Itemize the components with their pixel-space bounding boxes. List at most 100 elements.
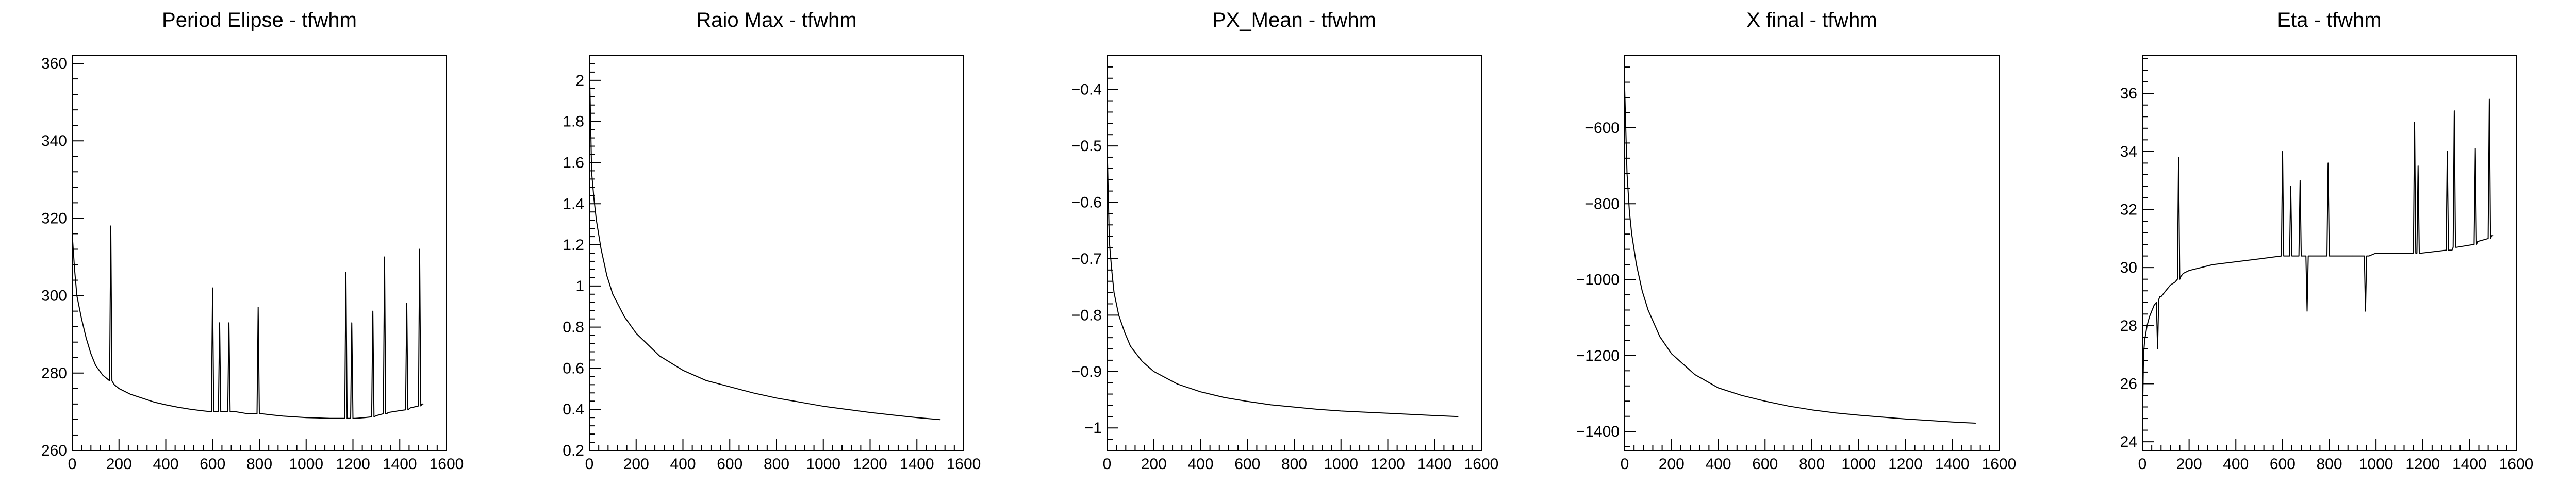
data-point xyxy=(2454,110,2455,111)
data-point xyxy=(2331,255,2332,257)
data-point xyxy=(593,199,595,201)
chart-panel-4: X final - tfwhm 0 200 400 600 800 1000 1200 1400… xyxy=(1576,9,2017,473)
data-point xyxy=(2159,296,2160,297)
data-point xyxy=(385,413,386,414)
data-point xyxy=(350,417,351,419)
data-point xyxy=(939,419,941,420)
x-tick-label: 1600 xyxy=(947,456,981,473)
data-point xyxy=(2476,244,2477,245)
data-point xyxy=(235,411,237,412)
data-point xyxy=(776,397,777,399)
data-point xyxy=(1434,415,1435,416)
data-point xyxy=(213,411,214,412)
x-tick-label: 400 xyxy=(670,456,696,473)
y-tick-label: 26 xyxy=(2120,375,2137,392)
y-tick-label: 36 xyxy=(2120,85,2137,102)
x-tick-label: 1400 xyxy=(1935,456,1970,473)
x-tick-label: 600 xyxy=(200,456,225,473)
data-point xyxy=(2158,299,2159,300)
y-tick-label: 0.8 xyxy=(563,319,584,336)
data-point xyxy=(373,416,375,417)
data-point xyxy=(364,417,365,418)
data-point xyxy=(1718,387,1719,389)
data-point xyxy=(2448,249,2449,251)
data-point xyxy=(606,275,607,276)
y-tick-label: −0.5 xyxy=(1071,138,1102,155)
data-point xyxy=(260,413,261,414)
y-tick-label: −1 xyxy=(1084,420,1102,437)
data-point xyxy=(371,416,372,417)
data-point xyxy=(2283,255,2284,257)
data-point xyxy=(2446,249,2447,251)
chart-title: PX_Mean - tfwhm xyxy=(1212,9,1376,31)
data-point xyxy=(118,388,120,389)
data-point xyxy=(112,382,114,383)
x-tick-label: 0 xyxy=(68,456,77,473)
data-point xyxy=(2489,98,2490,100)
x-tick-label: 0 xyxy=(2138,456,2147,473)
data-point xyxy=(2451,249,2453,251)
data-point xyxy=(2399,253,2400,254)
data-point xyxy=(2170,285,2171,286)
y-tick-label: 34 xyxy=(2120,143,2137,160)
data-point xyxy=(344,417,345,419)
y-tick-label: 1.6 xyxy=(563,154,584,171)
data-point xyxy=(752,392,754,394)
data-point xyxy=(351,322,353,323)
data-point xyxy=(1340,410,1342,412)
data-point xyxy=(2178,157,2179,158)
data-point xyxy=(2487,238,2489,239)
x-tick-label: 1000 xyxy=(289,456,323,473)
x-tick-label: 800 xyxy=(764,456,789,473)
data-point xyxy=(2326,255,2327,257)
data-point xyxy=(2367,255,2369,257)
data-point xyxy=(294,416,295,417)
y-tick-label: 1.4 xyxy=(563,195,584,212)
data-point xyxy=(2165,290,2167,292)
y-tick-label: 340 xyxy=(41,132,67,149)
x-tick-label: 1600 xyxy=(430,456,464,473)
y-tick-label: 24 xyxy=(2120,433,2137,450)
y-tick-label: −0.6 xyxy=(1071,194,1102,211)
x-tick-label: 800 xyxy=(2316,456,2342,473)
data-point xyxy=(2298,255,2300,257)
data-point xyxy=(130,394,131,395)
data-point xyxy=(2492,235,2494,237)
x-tick-label: 600 xyxy=(2270,456,2296,473)
y-tick-label: 1.2 xyxy=(563,237,584,254)
data-point xyxy=(2477,241,2479,242)
y-tick-label: 30 xyxy=(2120,259,2137,276)
x-tick-label: 200 xyxy=(106,456,132,473)
data-point xyxy=(2329,255,2330,257)
data-point xyxy=(2474,148,2476,149)
data-point xyxy=(1741,395,1742,396)
x-tick-label: 1000 xyxy=(1324,456,1358,473)
x-tick-label: 200 xyxy=(1659,456,1685,473)
data-point xyxy=(2449,249,2450,251)
data-point xyxy=(2456,246,2457,248)
data-point xyxy=(384,256,385,258)
data-point xyxy=(177,407,178,408)
data-point xyxy=(1788,406,1789,407)
x-tick-label: 600 xyxy=(717,456,742,473)
data-point xyxy=(305,417,307,418)
data-point xyxy=(1142,361,1143,362)
data-point xyxy=(2290,186,2291,187)
data-point xyxy=(2188,270,2190,271)
data-point xyxy=(2143,354,2144,355)
data-point xyxy=(2417,165,2419,166)
x-tick-label: 1600 xyxy=(1464,456,1499,473)
data-point xyxy=(1975,423,1976,424)
y-tick-label: −1000 xyxy=(1576,272,1620,289)
data-point xyxy=(1881,416,1883,417)
data-point xyxy=(95,364,96,366)
chart-title: Period Elipse - tfwhm xyxy=(162,9,357,31)
data-point xyxy=(110,225,111,227)
data-point xyxy=(420,405,421,407)
data-point xyxy=(113,384,115,386)
data-point xyxy=(189,408,190,410)
data-point xyxy=(1364,411,1365,413)
series-line xyxy=(1107,140,1458,417)
x-tick-label: 200 xyxy=(1141,456,1167,473)
